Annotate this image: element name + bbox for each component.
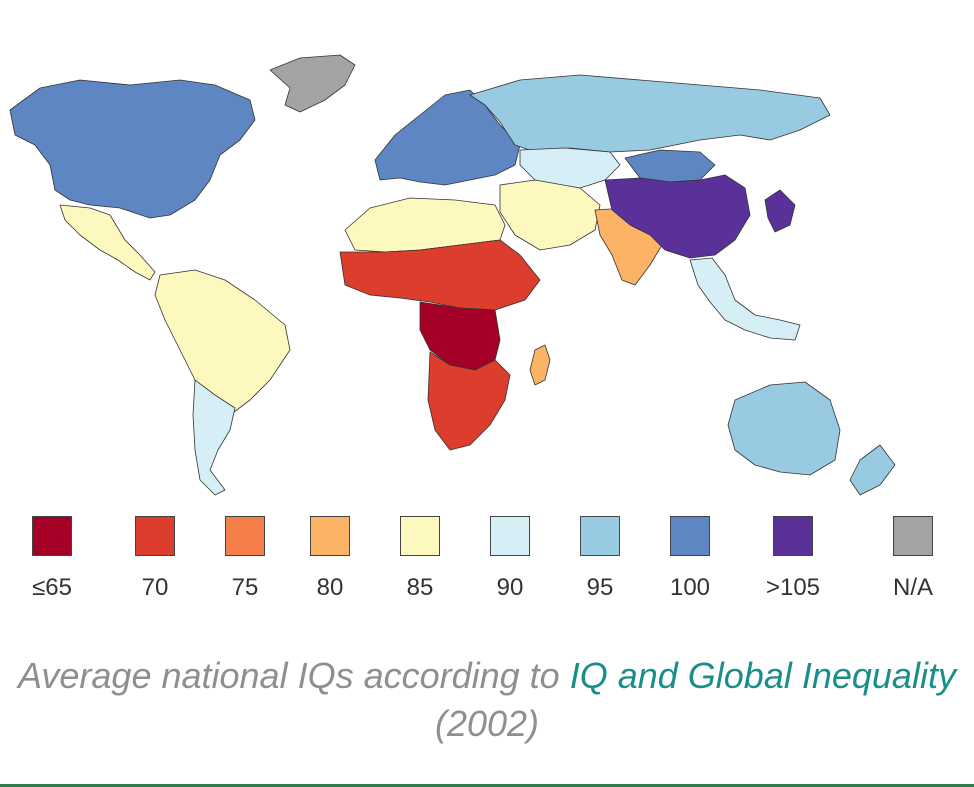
legend-swatch-0 xyxy=(32,516,72,556)
caption-link[interactable]: IQ and Global Inequality xyxy=(569,655,956,696)
region-europe xyxy=(374,89,521,186)
region-southern-africa xyxy=(427,351,511,451)
legend-swatch-9 xyxy=(893,516,933,556)
legend-swatch-8 xyxy=(773,516,813,556)
legend-label-7: 100 xyxy=(669,574,711,601)
caption-prefix: Average national IQs according to xyxy=(18,655,570,696)
legend-label-8: >105 xyxy=(765,574,821,601)
region-mongolia xyxy=(624,149,716,183)
region-east-asia xyxy=(604,174,751,259)
bottom-divider xyxy=(0,784,974,787)
region-southern-cone xyxy=(192,379,236,496)
region-central-asia xyxy=(519,147,621,189)
region-south-america xyxy=(154,269,291,416)
caption-suffix: (2002) xyxy=(434,703,540,744)
region-greenland xyxy=(269,54,356,113)
legend-swatch-6 xyxy=(580,516,620,556)
legend-swatch-1 xyxy=(135,516,175,556)
region-central-america xyxy=(59,204,156,281)
world-map xyxy=(0,40,974,500)
region-middle-east xyxy=(499,179,601,251)
region-japan xyxy=(764,189,796,233)
legend-swatch-3 xyxy=(310,516,350,556)
map-caption: Average national IQs according to IQ and… xyxy=(0,652,974,748)
legend-label-6: 95 xyxy=(586,574,614,601)
legend-label-9: N/A xyxy=(892,574,933,601)
region-southeast-asia xyxy=(689,257,801,341)
legend-swatch-2 xyxy=(225,516,265,556)
legend-swatch-5 xyxy=(490,516,530,556)
legend-label-2: 75 xyxy=(231,574,259,601)
region-russia xyxy=(469,74,831,153)
region-new-zealand xyxy=(849,444,896,496)
legend-label-0: ≤65 xyxy=(32,574,72,601)
legend-swatch-4 xyxy=(400,516,440,556)
region-australia xyxy=(727,381,841,476)
region-north-america xyxy=(9,79,256,219)
legend-label-3: 80 xyxy=(316,574,344,601)
legend-swatch-7 xyxy=(670,516,710,556)
region-madagascar xyxy=(529,344,551,386)
legend-label-4: 85 xyxy=(406,574,434,601)
region-sahel xyxy=(339,239,541,311)
legend-label-5: 90 xyxy=(496,574,524,601)
world-map-svg xyxy=(9,54,896,496)
legend-label-1: 70 xyxy=(141,574,169,601)
legend: ≤65 70 75 80 85 90 95 100 >105 N/A xyxy=(0,512,974,612)
